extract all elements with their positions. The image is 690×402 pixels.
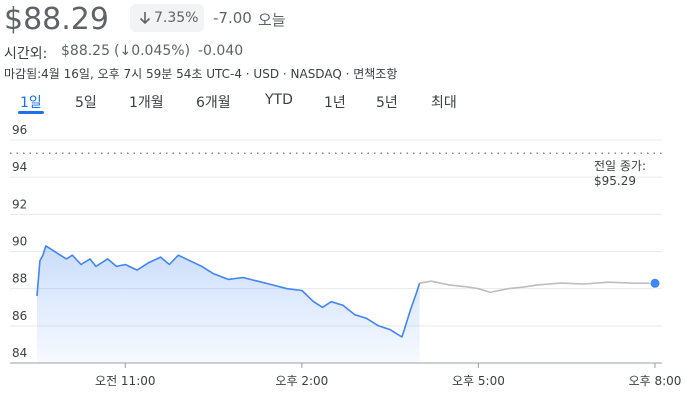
y-tick-label: 90 xyxy=(12,235,27,249)
range-tab[interactable]: 6개월 xyxy=(196,95,231,111)
tab-underline xyxy=(18,111,44,114)
price-line xyxy=(36,245,421,338)
after-hours-percent: (↓0.045%) xyxy=(114,43,191,59)
last-point xyxy=(649,277,661,289)
previous-close-label: 전일 종가: xyxy=(594,159,646,173)
y-tick-label: 86 xyxy=(12,309,27,323)
range-tab[interactable]: 최대 xyxy=(431,95,457,111)
previous-close-value: $95.29 xyxy=(594,174,636,188)
change-percent: 7.35% xyxy=(154,10,199,26)
price-line xyxy=(419,280,656,294)
range-tab[interactable]: 5년 xyxy=(376,95,398,111)
period: 오늘 xyxy=(258,11,286,29)
range-tab[interactable]: YTD xyxy=(265,92,293,108)
price: $88.29 xyxy=(4,2,109,37)
after-hours-price: $88.25 xyxy=(61,43,110,59)
y-tick-label: 96 xyxy=(12,123,27,137)
range-tab[interactable]: 5일 xyxy=(75,95,97,111)
y-tick-label: 92 xyxy=(12,197,27,211)
x-tick-label: 오후 2:00 xyxy=(275,374,328,388)
change-pill xyxy=(130,4,204,32)
after-hours-change: -0.040 xyxy=(198,43,244,59)
y-tick-label: 84 xyxy=(12,346,27,360)
x-tick-label: 오전 11:00 xyxy=(95,374,155,388)
x-tick-label: 오후 5:00 xyxy=(452,374,505,388)
y-tick-label: 88 xyxy=(12,272,27,286)
status: 마감됨:4월 16일, 오후 7시 59분 54초 UTC-4 · USD · … xyxy=(4,67,398,81)
down-arrow-icon xyxy=(139,12,151,25)
x-tick-label: 오후 8:00 xyxy=(629,374,682,388)
after-hours-label: 시간외: xyxy=(4,46,48,62)
range-tab[interactable]: 1개월 xyxy=(129,95,164,111)
range-tab[interactable]: 1일 xyxy=(20,95,42,111)
y-tick-label: 94 xyxy=(12,160,27,174)
change: -7.00 xyxy=(213,9,252,27)
area xyxy=(37,245,420,363)
range-tab[interactable]: 1년 xyxy=(324,95,346,111)
